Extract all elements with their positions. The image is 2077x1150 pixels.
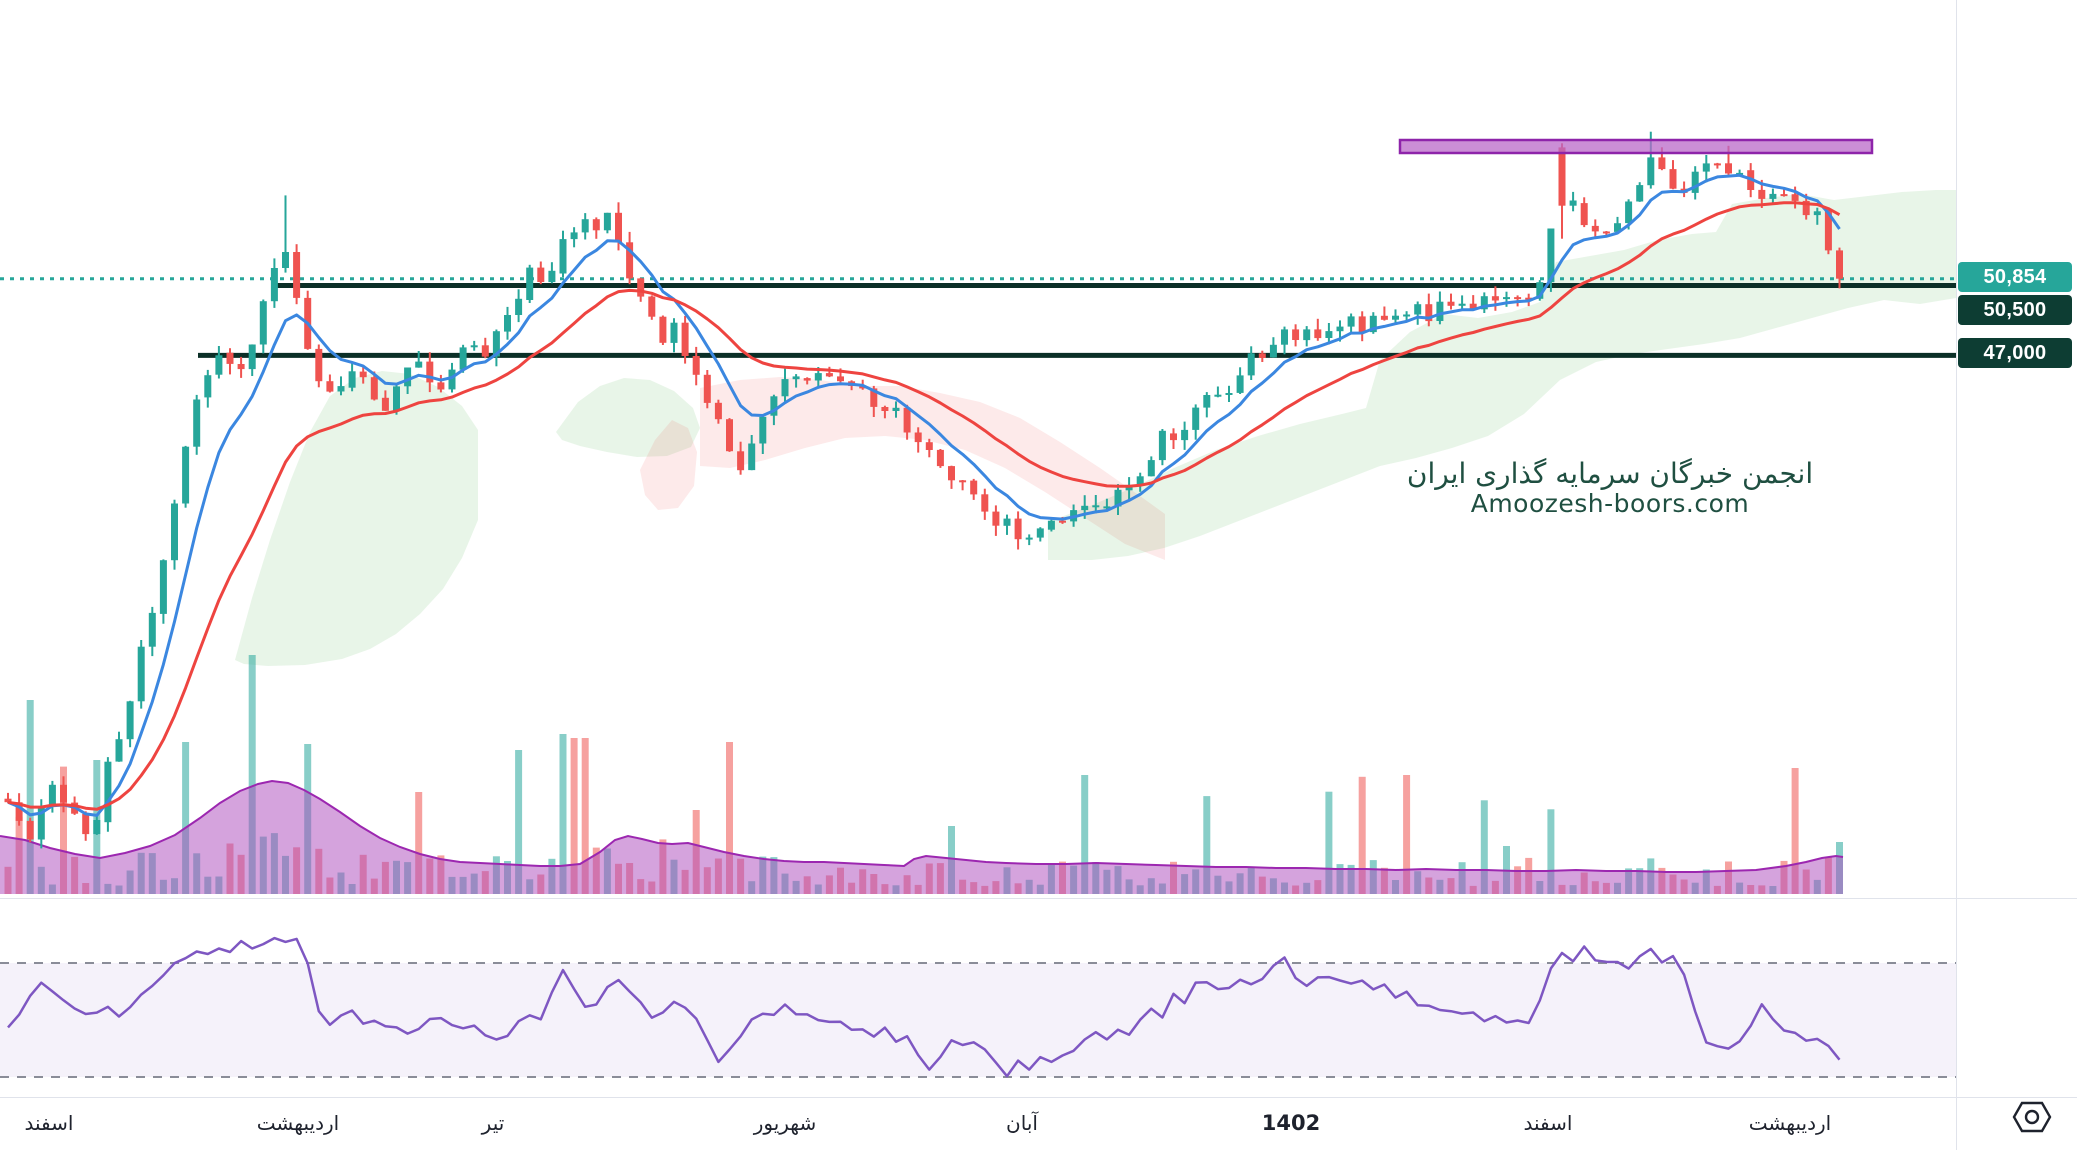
time-axis-label: تیر [481,1111,505,1135]
time-axis-label: شهریور [753,1111,817,1135]
time-axis[interactable]: اسفند اردیبهشت تیر شهریور آبان 1402 اسفند اردیب… [0,1097,2077,1150]
rsi-pane [0,962,1956,1078]
candles [4,131,1843,849]
ma-slow-line [7,201,1841,811]
support-price-tag: 47,000 [1958,338,2072,368]
price-axis[interactable]: 64,00059,00055,00043,00040,00037,00034,0… [1956,0,2077,1097]
watermark: انجمن خبرگان سرمایه گذاری ایران Amoozesh… [1380,457,1840,519]
rsi-line [7,936,1841,1078]
time-axis-label: اسفند [24,1111,74,1135]
price-axis-separator [1956,0,1957,1150]
ichimoku-cloud [235,190,1956,666]
resistance-price-tag: 50,500 [1958,295,2072,325]
watermark-line2: Amoozesh-boors.com [1470,489,1750,519]
time-axis-label: اسفند [1523,1111,1573,1135]
time-axis-label: اردیبهشت [1748,1111,1832,1135]
pane-separator[interactable] [0,898,2077,899]
volume-ma-line [0,779,1844,873]
time-axis-label: اردیبهشت [256,1111,340,1135]
time-axis-label: آبان [1006,1111,1038,1135]
last-price-tag: 50,854 [1958,262,2072,292]
time-axis-label: 1402 [1261,1111,1321,1135]
volume-ma-area [0,781,1843,894]
watermark-line1: انجمن خبرگان سرمایه گذاری ایران [1406,457,1814,490]
time-axis-settings-icon[interactable] [2011,1100,2053,1134]
time-axis-separator [0,1097,2077,1098]
supply-zone-rect[interactable] [1398,138,1874,155]
ma-fast-line [7,173,1841,817]
